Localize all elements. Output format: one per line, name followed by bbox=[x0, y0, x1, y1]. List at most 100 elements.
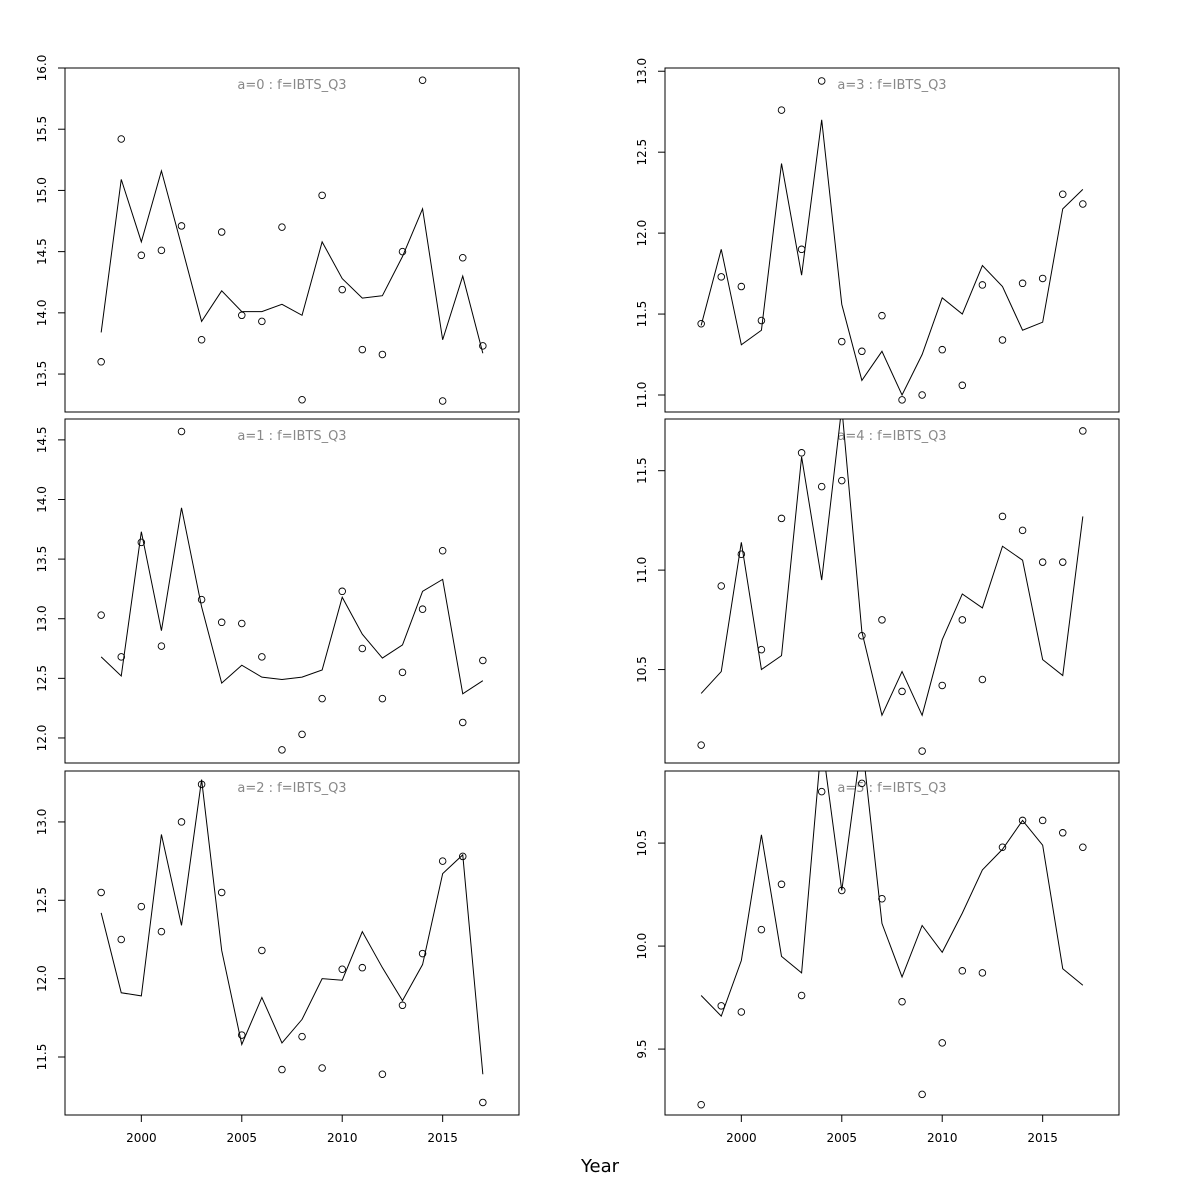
observation-point bbox=[978, 969, 987, 977]
observation-point bbox=[117, 135, 125, 143]
observation-point bbox=[878, 616, 886, 624]
observation-point bbox=[378, 694, 387, 703]
panel: a=4 : f=IBTS_Q3 10.5 11.0 11.5 bbox=[635, 418, 1120, 764]
y-tick-label: 11.0 bbox=[635, 557, 649, 584]
y-tick-label: 11.0 bbox=[635, 382, 649, 409]
x-tick-label: 2010 bbox=[327, 1131, 358, 1145]
observation-point bbox=[258, 946, 266, 955]
observation-point bbox=[298, 1032, 306, 1041]
observation-point bbox=[697, 1100, 705, 1109]
observation-point bbox=[998, 843, 1007, 851]
observation-point bbox=[97, 611, 105, 619]
x-tick-label: 2005 bbox=[827, 1131, 858, 1145]
observation-point bbox=[838, 886, 846, 895]
observation-point bbox=[177, 222, 186, 230]
y-tick-label: 16.0 bbox=[35, 55, 49, 82]
observation-point bbox=[338, 965, 346, 974]
observation-point bbox=[137, 538, 146, 547]
observation-point bbox=[737, 550, 746, 558]
observation-point bbox=[858, 779, 866, 788]
observation-point bbox=[717, 273, 725, 281]
panel-frame bbox=[64, 770, 520, 1116]
observation-point bbox=[318, 694, 326, 703]
y-tick-label: 10.0 bbox=[635, 933, 649, 960]
plot-area bbox=[97, 427, 487, 754]
observation-point bbox=[1018, 526, 1027, 535]
plot-area bbox=[697, 771, 1087, 1109]
observation-point bbox=[217, 228, 226, 236]
observation-point bbox=[757, 645, 766, 654]
observation-point bbox=[338, 587, 346, 596]
observation-point bbox=[898, 997, 906, 1006]
panel: a=5 : f=IBTS_Q3 9.5 10.0 10.5 2000 2005 2010 20… bbox=[635, 770, 1120, 1145]
panel-frame bbox=[64, 418, 520, 764]
observation-point bbox=[898, 396, 906, 404]
panel-title: a=5 : f=IBTS_Q3 bbox=[837, 781, 946, 796]
y-tick-label: 13.0 bbox=[635, 58, 649, 85]
y-tick-label: 13.5 bbox=[35, 546, 49, 573]
y-tick-label: 12.5 bbox=[35, 665, 49, 692]
panel-title: a=0 : f=IBTS_Q3 bbox=[237, 78, 346, 93]
observation-point bbox=[459, 254, 467, 262]
observation-point bbox=[278, 1065, 286, 1074]
observation-point bbox=[1059, 558, 1067, 566]
panel: a=0 : f=IBTS_Q3 13.5 14.0 14.5 15.0 15.5 16.0 bbox=[35, 55, 520, 413]
observation-point bbox=[398, 247, 407, 256]
y-tick-label: 13.0 bbox=[35, 605, 49, 632]
observation-point bbox=[358, 345, 367, 354]
observation-point bbox=[1059, 190, 1067, 199]
y-tick-label: 10.5 bbox=[635, 830, 649, 857]
observation-point bbox=[757, 925, 766, 934]
observation-point bbox=[1079, 843, 1087, 851]
fit-line bbox=[700, 419, 1084, 717]
observation-point bbox=[938, 1039, 946, 1047]
y-tick-label: 14.5 bbox=[35, 238, 49, 265]
y-tick-label: 14.5 bbox=[35, 427, 49, 454]
observation-point bbox=[797, 991, 806, 1000]
y-tick-label: 9.5 bbox=[635, 1040, 649, 1059]
observation-point bbox=[438, 397, 447, 405]
observation-point bbox=[238, 311, 246, 320]
observation-point bbox=[258, 317, 266, 326]
observation-point bbox=[117, 935, 125, 944]
observation-point bbox=[858, 347, 866, 356]
y-tick-label: 12.0 bbox=[635, 220, 649, 247]
observation-point bbox=[697, 320, 705, 328]
observation-point bbox=[1038, 558, 1047, 566]
x-tick-label: 2015 bbox=[427, 1131, 458, 1145]
observation-point bbox=[298, 396, 306, 404]
observation-point bbox=[378, 350, 387, 359]
observation-point bbox=[998, 512, 1007, 521]
panel: a=1 : f=IBTS_Q3 12.0 12.5 13.0 13.5 14.0 14.5 bbox=[35, 418, 520, 764]
observation-point bbox=[97, 358, 105, 366]
observation-point bbox=[1038, 274, 1047, 283]
panel: a=2 : f=IBTS_Q3 11.5 12.0 12.5 13.0 2000 2005 2… bbox=[35, 770, 520, 1145]
observation-point bbox=[438, 857, 447, 865]
observation-point bbox=[398, 1001, 407, 1010]
observation-point bbox=[918, 1090, 926, 1099]
panel-frame bbox=[664, 418, 1120, 764]
observation-point bbox=[817, 77, 826, 85]
y-tick-label: 12.5 bbox=[635, 139, 649, 166]
observation-point bbox=[177, 818, 186, 826]
observation-point bbox=[1079, 427, 1087, 435]
plot-area bbox=[97, 779, 487, 1107]
x-tick-label: 2000 bbox=[126, 1131, 157, 1145]
y-tick-label: 11.5 bbox=[35, 1044, 49, 1071]
observation-point bbox=[197, 595, 206, 604]
observation-point bbox=[137, 251, 146, 260]
observation-point bbox=[1038, 816, 1047, 825]
observation-point bbox=[1018, 816, 1027, 825]
observation-point bbox=[958, 381, 967, 390]
observation-point bbox=[418, 76, 427, 84]
observation-point bbox=[479, 342, 487, 350]
y-tick-label: 14.0 bbox=[35, 486, 49, 513]
observation-point bbox=[298, 730, 306, 739]
observation-point bbox=[197, 780, 206, 789]
observation-point bbox=[157, 246, 166, 255]
observation-point bbox=[797, 449, 806, 457]
observation-point bbox=[97, 888, 105, 897]
observation-point bbox=[777, 106, 786, 114]
observation-point bbox=[358, 644, 367, 653]
